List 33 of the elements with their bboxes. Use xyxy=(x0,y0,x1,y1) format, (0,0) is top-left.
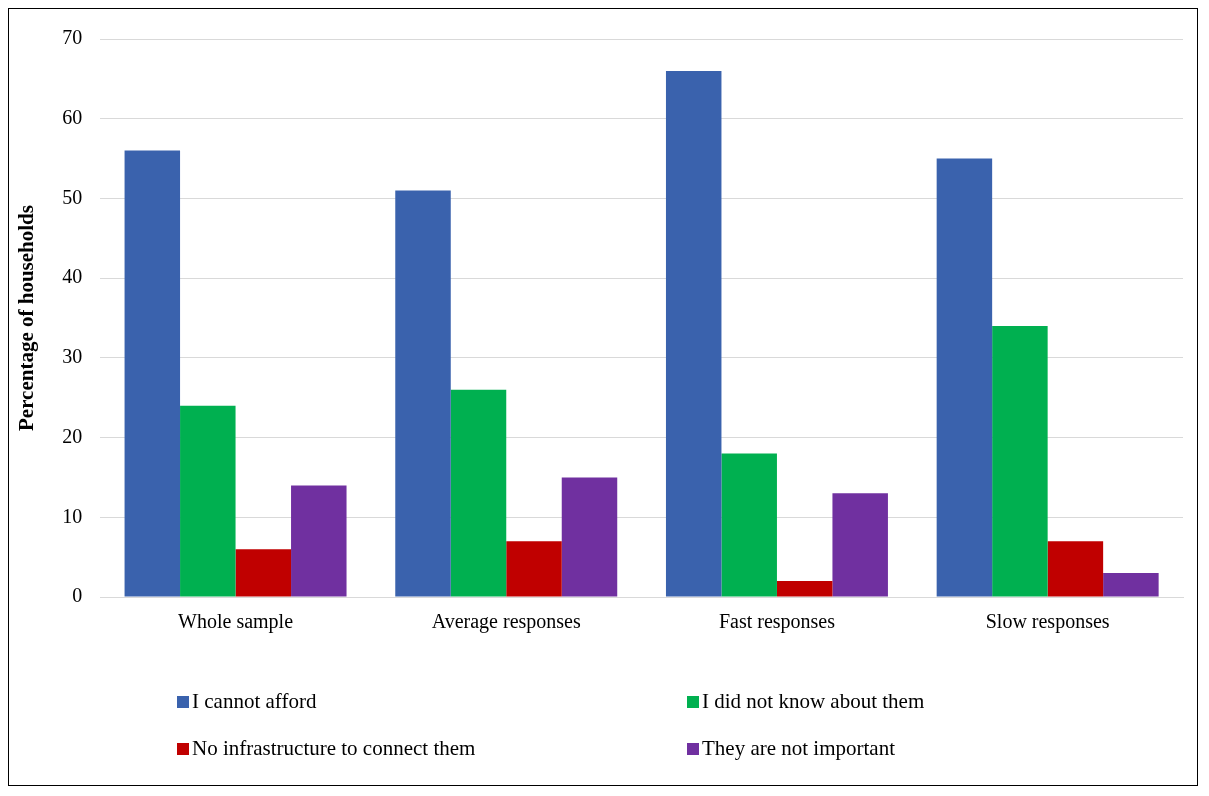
legend-label: No infrastructure to connect them xyxy=(192,736,476,761)
bar xyxy=(665,70,722,597)
bar xyxy=(1103,573,1159,597)
x-tick-label: Slow responses xyxy=(985,610,1110,634)
bar xyxy=(992,325,1048,597)
x-tick-label: Whole sample xyxy=(178,610,294,634)
bar xyxy=(506,541,562,597)
bar xyxy=(450,389,507,597)
y-tick-label: 20 xyxy=(62,424,83,447)
bar xyxy=(721,453,777,597)
y-tick-label: 10 xyxy=(62,504,83,527)
y-axis-title: Percentage of households xyxy=(14,205,39,431)
legend-label: I cannot afford xyxy=(192,689,317,714)
bar xyxy=(832,493,888,597)
x-tick-label: Fast responses xyxy=(718,610,836,634)
y-tick-label: 50 xyxy=(62,185,83,208)
bar xyxy=(124,150,181,597)
bar xyxy=(776,581,833,597)
y-tick-label: 70 xyxy=(62,26,83,49)
y-tick-label: 0 xyxy=(72,584,83,607)
x-tick-label: Average responses xyxy=(431,610,581,634)
bar xyxy=(235,549,292,597)
legend-label: I did not know about them xyxy=(702,689,925,714)
legend-label: They are not important xyxy=(702,736,896,761)
bar xyxy=(395,190,451,597)
bar xyxy=(1047,541,1104,597)
bar xyxy=(291,485,347,597)
bar xyxy=(561,477,618,597)
y-tick-label: 60 xyxy=(62,105,83,128)
y-tick-label: 40 xyxy=(62,265,83,288)
bar xyxy=(180,405,236,597)
y-tick-label: 30 xyxy=(62,345,83,368)
bar xyxy=(936,158,993,597)
